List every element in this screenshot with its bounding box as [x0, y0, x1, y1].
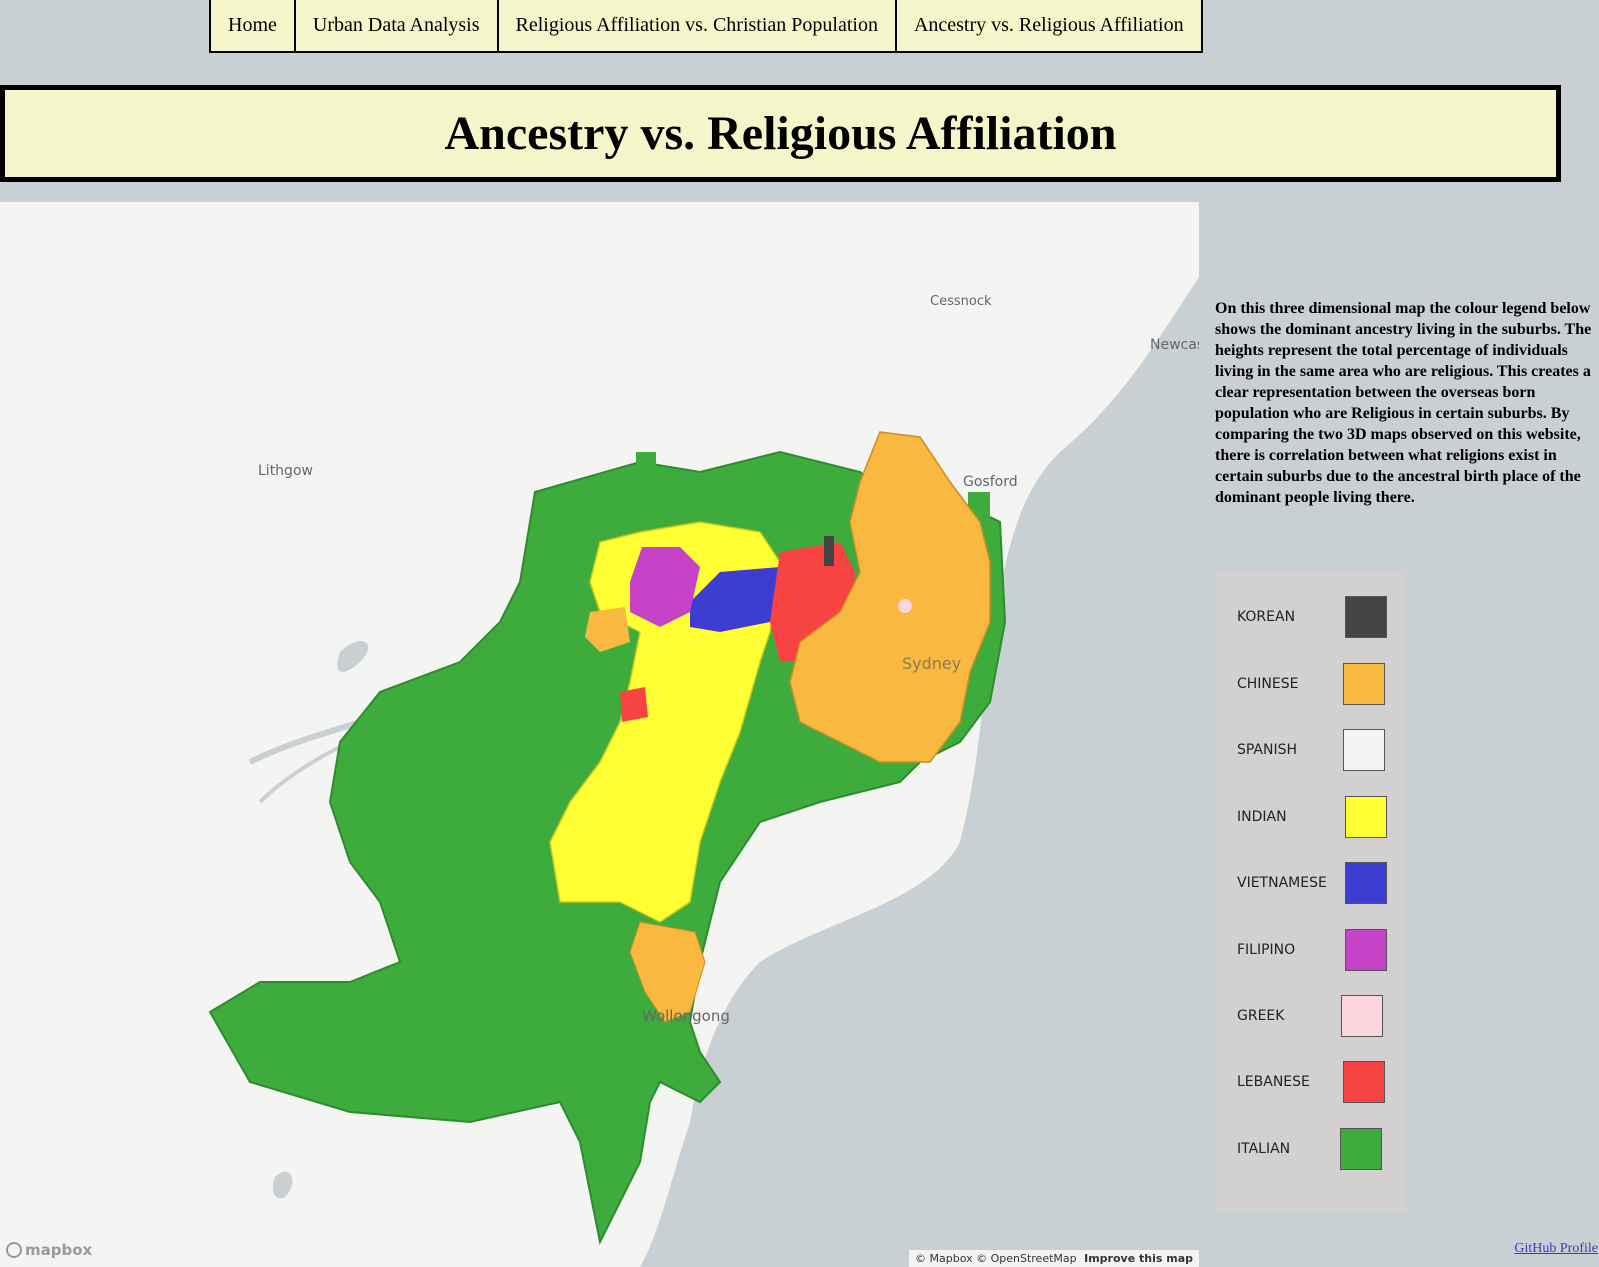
map-attribution: © Mapbox © OpenStreetMap Improve this ma…	[909, 1250, 1199, 1267]
legend-swatch	[1343, 663, 1385, 705]
legend-item-korean: KOREAN	[1215, 596, 1406, 640]
attrib-improve-map[interactable]: Improve this map	[1084, 1252, 1193, 1265]
legend-label: ITALIAN	[1237, 1141, 1291, 1157]
legend-item-lebanese: LEBANESE	[1215, 1061, 1406, 1105]
legend-item-greek: GREEK	[1215, 995, 1406, 1039]
map-canvas[interactable]: Cessnock Newcas Lithgow Gosford Sydney W…	[0, 202, 1199, 1267]
lake-1	[337, 641, 369, 672]
legend-label: CHINESE	[1237, 676, 1299, 692]
color-legend: KOREAN CHINESE SPANISH INDIAN VIETNAMESE…	[1215, 570, 1406, 1212]
nav-urban-data-analysis[interactable]: Urban Data Analysis	[293, 0, 497, 51]
legend-item-filipino: FILIPINO	[1215, 929, 1406, 973]
region-lebanese-small	[620, 687, 648, 722]
legend-label: GREEK	[1237, 1008, 1285, 1024]
mapbox-logo-icon	[6, 1242, 22, 1258]
ocean-area	[640, 277, 1199, 1267]
legend-item-vietnamese: VIETNAMESE	[1215, 862, 1406, 906]
lake-2	[273, 1171, 293, 1199]
mapbox-logo[interactable]: mapbox	[6, 1241, 92, 1259]
label-cessnock: Cessnock	[930, 294, 992, 309]
legend-swatch	[1343, 729, 1385, 771]
top-nav: Home Urban Data Analysis Religious Affil…	[209, 0, 1203, 53]
legend-label: FILIPINO	[1237, 942, 1296, 958]
region-greek	[898, 599, 912, 613]
page-title: Ancestry vs. Religious Affiliation	[444, 107, 1117, 160]
attrib-mapbox[interactable]: © Mapbox	[915, 1252, 973, 1265]
region-italian-tall-1	[636, 452, 656, 532]
region-filipino	[630, 547, 700, 627]
legend-item-italian: ITALIAN	[1215, 1128, 1406, 1172]
region-korean	[824, 536, 834, 566]
legend-swatch	[1345, 596, 1387, 638]
legend-swatch	[1340, 1128, 1382, 1170]
legend-label: VIETNAMESE	[1237, 875, 1327, 891]
legend-item-chinese: CHINESE	[1215, 663, 1406, 707]
river-2	[258, 745, 341, 804]
legend-swatch	[1345, 796, 1387, 838]
legend-swatch	[1345, 929, 1387, 971]
nav-ancestry-vs-religious[interactable]: Ancestry vs. Religious Affiliation	[894, 0, 1201, 51]
label-newcastle: Newcas	[1150, 337, 1199, 353]
legend-label: LEBANESE	[1237, 1074, 1310, 1090]
nav-home[interactable]: Home	[228, 14, 277, 36]
map-description: On this three dimensional map the colour…	[1215, 300, 1592, 506]
legend-swatch	[1343, 1061, 1385, 1103]
legend-swatch	[1345, 862, 1387, 904]
legend-item-indian: INDIAN	[1215, 796, 1406, 840]
legend-label: INDIAN	[1237, 809, 1287, 825]
region-chinese-west	[585, 607, 630, 652]
map-render	[208, 277, 1199, 1267]
legend-item-spanish: SPANISH	[1215, 729, 1406, 773]
legend-label: SPANISH	[1237, 742, 1298, 758]
region-chinese-north	[789, 431, 991, 763]
label-wollongong: Wollongong	[642, 1007, 730, 1025]
region-chinese-south	[629, 921, 706, 1023]
nav-religious-vs-christian[interactable]: Religious Affiliation vs. Christian Popu…	[496, 0, 895, 51]
region-vietnamese	[690, 567, 790, 632]
river-1	[248, 719, 361, 765]
page-title-banner: Ancestry vs. Religious Affiliation	[0, 85, 1561, 182]
label-gosford: Gosford	[963, 474, 1018, 490]
attrib-osm[interactable]: © OpenStreetMap	[976, 1252, 1077, 1265]
label-sydney: Sydney	[902, 654, 962, 673]
github-profile-link[interactable]: GitHub Profile	[1514, 1241, 1598, 1256]
legend-label: KOREAN	[1237, 609, 1296, 625]
legend-swatch	[1341, 995, 1383, 1037]
label-lithgow: Lithgow	[258, 463, 313, 479]
